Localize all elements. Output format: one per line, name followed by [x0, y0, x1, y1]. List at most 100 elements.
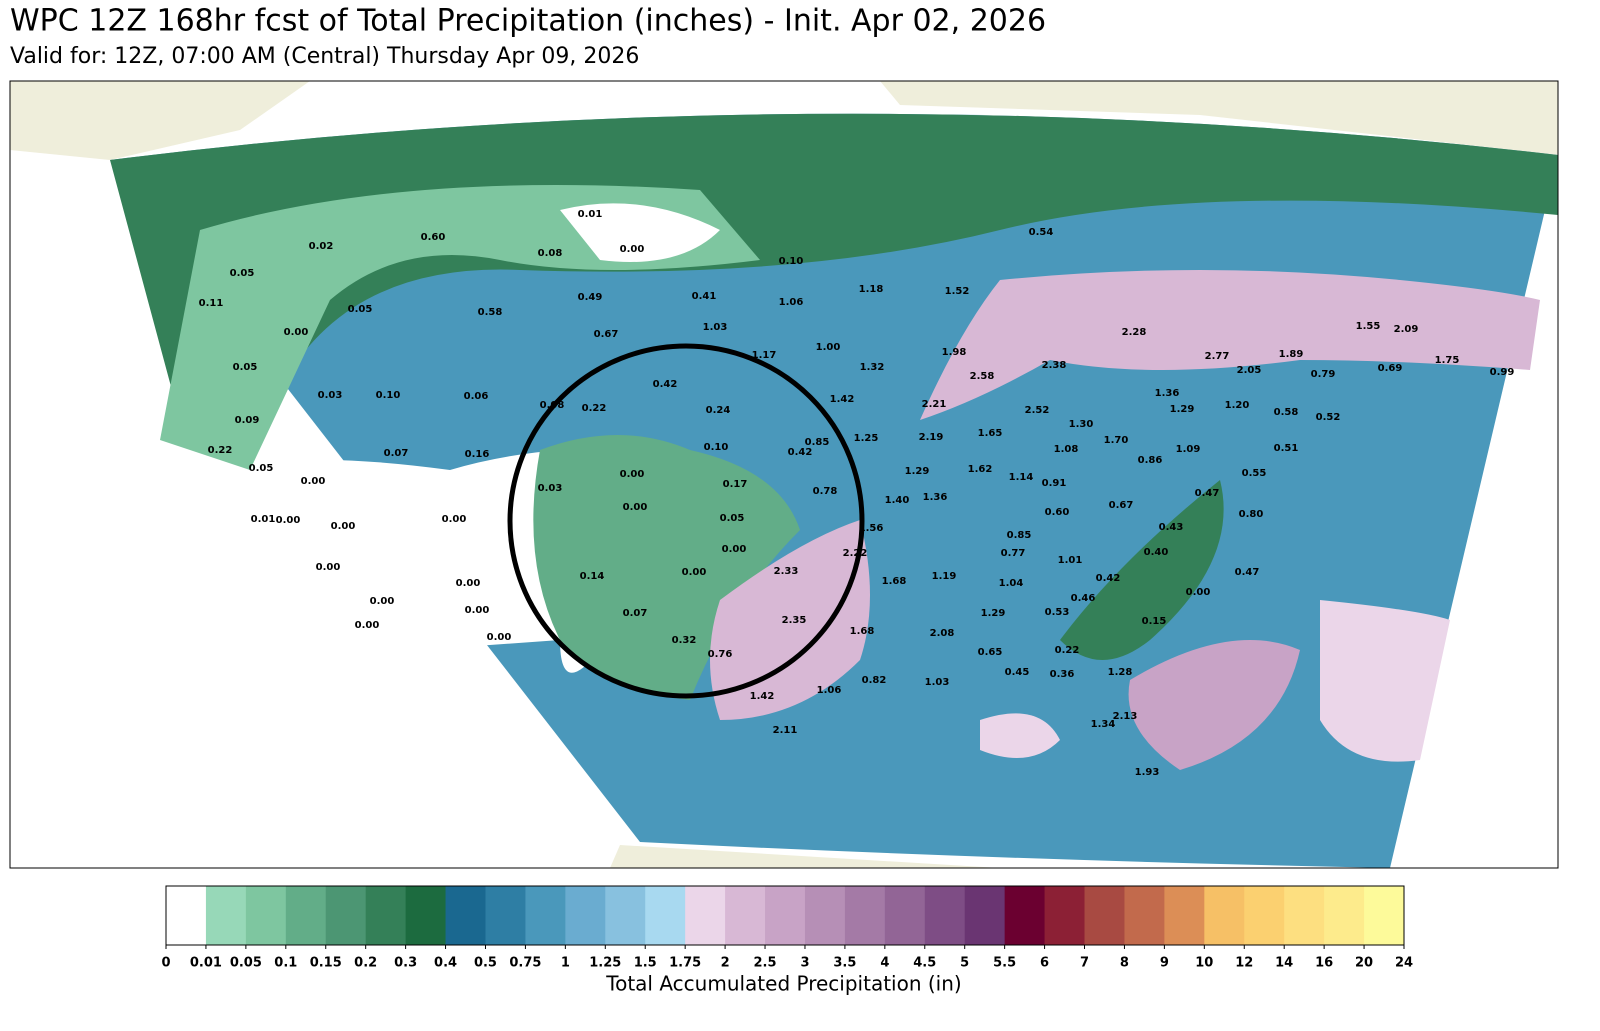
precip-amount: 0.54 [1029, 227, 1054, 238]
precip-amount: 1.29 [981, 608, 1006, 619]
precip-amount: 0.79 [1311, 369, 1336, 380]
precip-amount: 0.01 [251, 514, 276, 525]
precip-amount: 0.76 [708, 649, 733, 660]
colorbar-swatch [1284, 886, 1325, 945]
precip-amount: 0.00 [316, 562, 341, 573]
colorbar-swatch [844, 886, 886, 945]
land [880, 81, 1558, 155]
precip-amount: 0.60 [1045, 507, 1070, 518]
precip-amount: 0.42 [788, 447, 813, 458]
colorbar-tick-label: 2 [721, 956, 730, 971]
colorbar-tick-label: 3 [800, 956, 809, 971]
precip-amount: 1.42 [830, 394, 855, 405]
colorbar-label: Total Accumulated Precipitation (in) [605, 972, 961, 996]
precip-amount: 0.32 [672, 635, 697, 646]
precip-amount: 1.89 [1279, 349, 1304, 360]
colorbar-swatch [884, 886, 926, 945]
colorbar-swatch [1164, 886, 1205, 945]
precip-amount: 1.93 [1135, 767, 1160, 778]
colorbar-swatch [1364, 886, 1405, 945]
colorbar-tick-label: 5.5 [993, 956, 1016, 971]
precip-amount: 0.85 [805, 437, 830, 448]
precip-amount: 0.58 [1274, 407, 1299, 418]
colorbar-swatch [1324, 886, 1365, 945]
precip-amount: 1.08 [1054, 444, 1079, 455]
precip-amount: 0.45 [1005, 667, 1030, 678]
colorbar-tick-label: 0.4 [434, 956, 457, 971]
colorbar-tick-label: 0.5 [474, 956, 497, 971]
precip-amount: 1.70 [1104, 435, 1129, 446]
precip-amount: 2.38 [1042, 360, 1067, 371]
precip-amount: 1.98 [942, 347, 967, 358]
precip-amount: 0.40 [1144, 547, 1169, 558]
colorbar-tick-label: 6 [1040, 956, 1049, 971]
colorbar-swatch [804, 886, 846, 945]
precip-area [1320, 600, 1450, 762]
precip-amount: 0.00 [331, 521, 356, 532]
precip-amount: 0.08 [540, 400, 565, 411]
precip-amount: 1.42 [750, 691, 775, 702]
precip-amount: 1.36 [1155, 388, 1180, 399]
precip-amount: 0.42 [1096, 573, 1121, 584]
precip-amount: 0.07 [384, 448, 409, 459]
colorbar-swatch [285, 886, 327, 945]
precip-amount: 1.01 [1058, 555, 1083, 566]
precip-area [1060, 480, 1224, 660]
colorbar-tick-label: 5 [960, 956, 969, 971]
precip-amount: 1.19 [932, 571, 957, 582]
precip-amount: 0.36 [1050, 669, 1075, 680]
precip-amount: 0.99 [1490, 367, 1515, 378]
colorbar-tick-label: 10 [1195, 956, 1213, 971]
precip-amount: 2.52 [1025, 405, 1050, 416]
precip-amount: 0.41 [692, 291, 717, 302]
precip-amount: 1.32 [860, 362, 885, 373]
colorbar-tick-label: 0.3 [394, 956, 417, 971]
precip-amount: 1.20 [1225, 400, 1250, 411]
colorbar-tick-label: 2.5 [754, 956, 777, 971]
precip-amount: 0.00 [465, 605, 490, 616]
precip-amount: 0.00 [301, 476, 326, 487]
colorbar-tick-label: 1.25 [589, 956, 621, 971]
precip-area [710, 520, 870, 720]
colorbar-swatch [605, 886, 646, 945]
colorbar-swatch [166, 886, 207, 945]
precip-amount: 0.00 [620, 244, 645, 255]
precip-amount: 0.02 [309, 241, 334, 252]
precip-amount: 1.03 [703, 322, 728, 333]
subtitle: Valid for: 12Z, 07:00 AM (Central) Thurs… [10, 44, 639, 69]
precip-amount: 2.19 [919, 432, 944, 443]
precip-amount: 1.34 [1091, 719, 1116, 730]
colorbar-tick-label: 0 [161, 956, 170, 971]
precip-amount: 0.82 [862, 675, 887, 686]
colorbar-tick-label: 0.2 [354, 956, 377, 971]
precip-amount: 0.58 [478, 307, 503, 318]
precip-amount: 1.68 [882, 576, 907, 587]
precip-amount: 0.78 [813, 486, 838, 497]
precip-amount: 0.00 [355, 620, 380, 631]
colorbar-swatch [1084, 886, 1125, 945]
colorbar-swatch [1004, 886, 1046, 945]
precip-amount: 0.67 [594, 329, 619, 340]
colorbar-swatch [445, 886, 486, 945]
precip-amount: 1.68 [850, 626, 875, 637]
map-frame [9, 80, 1559, 869]
precip-amount: 1.03 [925, 677, 950, 688]
precip-amount: 2.58 [970, 371, 995, 382]
colorbar-tick-label: 1 [561, 956, 570, 971]
precip-amount: 0.06 [464, 391, 489, 402]
precip-amount: 2.11 [773, 725, 798, 736]
precip-amount: 0.69 [1378, 363, 1403, 374]
precip-amount: 0.03 [538, 483, 563, 494]
precip-amount: 1.75 [1435, 355, 1460, 366]
colorbar-tick-label: 24 [1395, 956, 1413, 971]
precip-amount: 1.25 [854, 433, 879, 444]
colorbar-tick-label: 3.5 [833, 956, 856, 971]
colorbar-swatch [365, 886, 407, 945]
precip-amount: 0.03 [318, 390, 343, 401]
precip-amount: 1.06 [817, 685, 842, 696]
colorbar-swatch [205, 886, 247, 945]
colorbar-swatch [685, 886, 726, 945]
precip-area [980, 713, 1060, 758]
precip-amount: 0.46 [1071, 593, 1096, 604]
